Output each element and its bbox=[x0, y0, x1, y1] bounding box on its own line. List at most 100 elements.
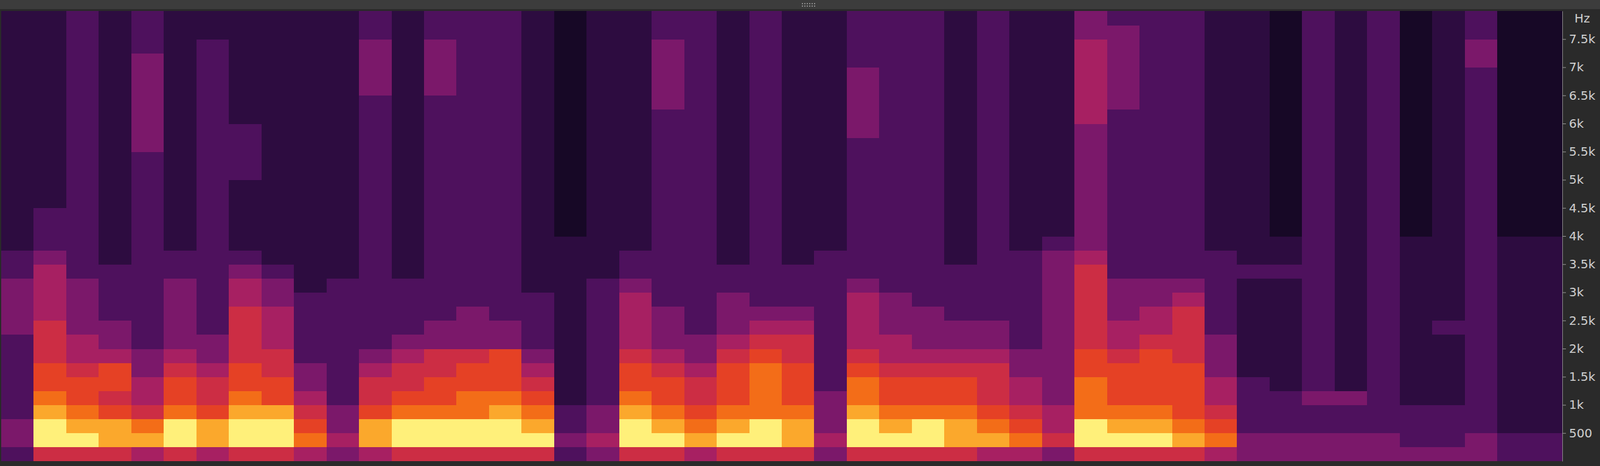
cell bbox=[651, 264, 685, 279]
cell bbox=[1366, 180, 1400, 195]
cell bbox=[1301, 194, 1335, 209]
cell bbox=[196, 165, 230, 181]
cell bbox=[1464, 123, 1498, 139]
grip-dot bbox=[811, 5, 813, 7]
cell bbox=[586, 123, 620, 139]
cell bbox=[521, 320, 555, 336]
cell bbox=[1269, 419, 1303, 434]
grip-dot bbox=[806, 5, 808, 7]
cell bbox=[131, 390, 165, 406]
cell bbox=[1139, 362, 1173, 378]
cell bbox=[424, 362, 457, 378]
cell bbox=[196, 433, 230, 448]
cell bbox=[1334, 123, 1368, 139]
cell bbox=[1139, 376, 1173, 392]
cell bbox=[586, 362, 620, 378]
cell bbox=[1269, 222, 1303, 237]
cell bbox=[1366, 433, 1400, 448]
cell bbox=[66, 433, 100, 448]
cell bbox=[1269, 250, 1303, 265]
cell bbox=[749, 306, 783, 322]
cell bbox=[1074, 67, 1108, 83]
cell bbox=[619, 264, 653, 279]
cell bbox=[521, 208, 555, 223]
cell bbox=[1366, 334, 1400, 350]
cell bbox=[293, 419, 327, 434]
cell bbox=[554, 194, 588, 209]
cell bbox=[716, 67, 750, 83]
cell bbox=[261, 67, 295, 83]
cell bbox=[98, 250, 132, 265]
cell bbox=[1204, 52, 1238, 68]
cell bbox=[33, 95, 67, 111]
cell bbox=[1204, 123, 1238, 139]
cell bbox=[684, 362, 718, 378]
cell bbox=[749, 38, 783, 54]
cell bbox=[879, 208, 912, 223]
tick: 3.5k bbox=[1562, 256, 1596, 272]
cell bbox=[326, 194, 360, 209]
cell bbox=[358, 95, 392, 111]
cell bbox=[131, 419, 165, 434]
cell bbox=[1009, 95, 1043, 111]
cell bbox=[326, 137, 360, 153]
cell bbox=[977, 348, 1010, 364]
cell bbox=[586, 180, 620, 195]
cell bbox=[651, 376, 685, 392]
tick-label: 2.5k bbox=[1568, 313, 1596, 328]
cell bbox=[391, 405, 425, 420]
cell bbox=[228, 67, 262, 83]
cell bbox=[1074, 151, 1108, 167]
cell bbox=[1139, 250, 1173, 265]
cell bbox=[684, 109, 718, 125]
cell bbox=[1366, 264, 1400, 279]
cell bbox=[879, 320, 912, 336]
cell bbox=[456, 320, 490, 336]
cell bbox=[1009, 236, 1043, 251]
cell bbox=[1366, 151, 1400, 167]
cell bbox=[1464, 95, 1498, 111]
cell bbox=[1, 123, 35, 139]
cell bbox=[1204, 292, 1238, 308]
cell bbox=[98, 447, 132, 462]
cell bbox=[651, 447, 685, 462]
cell bbox=[651, 222, 685, 237]
cell bbox=[1530, 165, 1563, 181]
cell bbox=[716, 95, 750, 111]
cell bbox=[358, 151, 392, 167]
cell bbox=[1301, 165, 1335, 181]
grip bbox=[801, 3, 816, 7]
cell bbox=[1269, 52, 1303, 68]
tick-mark bbox=[1562, 348, 1566, 350]
cell bbox=[1301, 292, 1335, 308]
cell bbox=[98, 390, 132, 406]
cell bbox=[1236, 264, 1270, 279]
cell bbox=[456, 52, 490, 68]
cell bbox=[749, 151, 783, 167]
cell bbox=[1009, 334, 1043, 350]
cell bbox=[1432, 67, 1465, 83]
cell bbox=[651, 278, 685, 293]
cell bbox=[163, 433, 197, 448]
cell bbox=[716, 362, 750, 378]
cell bbox=[1204, 236, 1238, 251]
tick: 6k bbox=[1562, 116, 1585, 131]
cell bbox=[1107, 95, 1141, 111]
cell bbox=[1236, 405, 1270, 420]
cell bbox=[1399, 320, 1433, 336]
cell bbox=[1399, 151, 1433, 167]
cell bbox=[1236, 81, 1270, 97]
cell bbox=[1399, 433, 1433, 448]
cell bbox=[293, 222, 327, 237]
cell bbox=[1139, 278, 1173, 293]
cell bbox=[1236, 376, 1270, 392]
cell bbox=[1172, 52, 1206, 68]
cell bbox=[944, 419, 978, 434]
cell bbox=[1366, 405, 1400, 420]
cell bbox=[1236, 109, 1270, 125]
cell bbox=[1530, 24, 1563, 40]
cell bbox=[1334, 250, 1368, 265]
cell bbox=[521, 67, 555, 83]
cell bbox=[1204, 137, 1238, 153]
cell bbox=[98, 278, 132, 293]
